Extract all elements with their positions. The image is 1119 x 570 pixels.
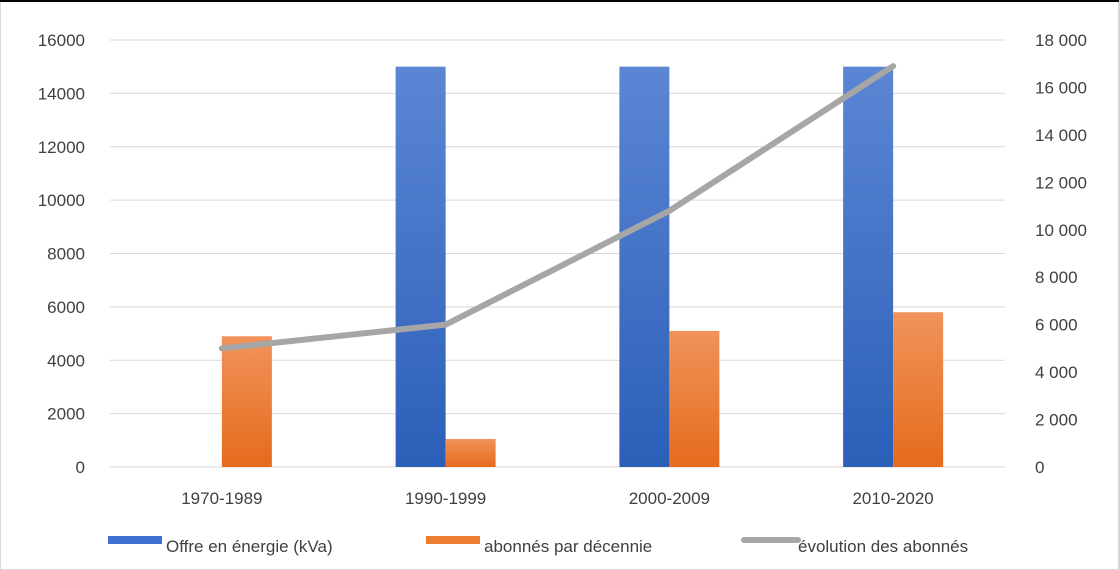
y-right-tick-label: 4 000 — [1035, 363, 1078, 382]
line-marks — [218, 63, 897, 352]
chart-legend: Offre en énergie (kVa) abonnés par décenn… — [108, 536, 968, 556]
bar-marks — [221, 66, 944, 467]
y-right-tick-label: 18 000 — [1035, 31, 1087, 50]
x-axis-ticks: 1970-1989 1990-1999 2000-2009 2010-2020 — [181, 489, 934, 508]
chart-top-border — [0, 0, 1119, 2]
legend-label-evolution: évolution des abonnés — [798, 537, 968, 556]
line-evolution-abonnes — [218, 63, 897, 352]
y-left-tick-label: 0 — [76, 458, 85, 477]
y-right-tick-label: 2 000 — [1035, 411, 1078, 430]
x-tick-label: 1970-1989 — [181, 489, 262, 508]
bar-offre-energie — [395, 66, 446, 467]
y-left-tick-label: 6000 — [47, 298, 85, 317]
x-tick-label: 1990-1999 — [405, 489, 486, 508]
bar-abonnes-decennie — [893, 312, 944, 467]
bar-offre-energie — [619, 66, 670, 467]
y-left-tick-label: 8000 — [47, 245, 85, 264]
y-left-tick-label: 4000 — [47, 351, 85, 370]
y-left-tick-label: 12000 — [38, 138, 85, 157]
y-left-tick-label: 14000 — [38, 84, 85, 103]
y-right-tick-label: 6 000 — [1035, 316, 1078, 335]
y-left-tick-label: 10000 — [38, 191, 85, 210]
bar-offre-energie — [843, 66, 894, 467]
legend-label-offre: Offre en énergie (kVa) — [166, 537, 333, 556]
x-tick-label: 2010-2020 — [852, 489, 933, 508]
y-right-tick-label: 16 000 — [1035, 78, 1087, 97]
y-left-tick-label: 16000 — [38, 31, 85, 50]
bar-abonnes-decennie — [445, 438, 496, 467]
legend-swatch-offre — [108, 536, 162, 544]
legend-swatch-abonnes — [426, 536, 480, 544]
bar-abonnes-decennie — [221, 336, 272, 467]
x-tick-label: 2000-2009 — [629, 489, 710, 508]
y-right-tick-label: 10 000 — [1035, 221, 1087, 240]
y-left-tick-label: 2000 — [47, 405, 85, 424]
legend-label-abonnes: abonnés par décennie — [484, 537, 652, 556]
y-right-tick-label: 14 000 — [1035, 126, 1087, 145]
y-right-tick-label: 12 000 — [1035, 173, 1087, 192]
bar-abonnes-decennie — [669, 330, 720, 467]
y-right-tick-label: 0 — [1035, 458, 1044, 477]
y-axis-right-ticks: 0 2 000 4 000 6 000 8 000 10 000 12 000 14 000 1… — [1035, 31, 1087, 477]
y-right-tick-label: 8 000 — [1035, 268, 1078, 287]
y-axis-left-ticks: 0 2000 4000 6000 8000 10000 12000 14000 16000 — [38, 31, 85, 477]
